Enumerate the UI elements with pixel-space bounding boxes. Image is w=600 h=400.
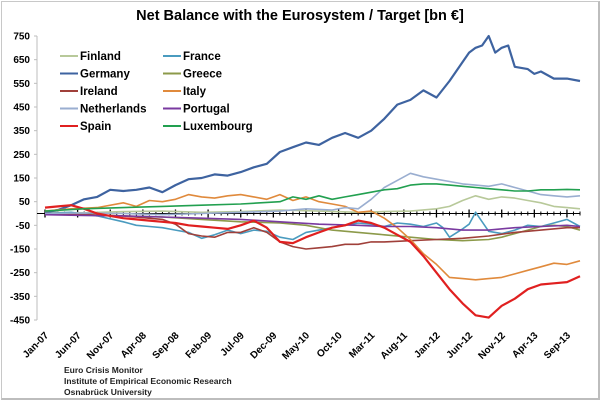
source-note: Euro Crisis Monitor Institute of Empiric… [64,365,232,397]
source-line-1: Euro Crisis Monitor [64,365,144,375]
legend-item-spain: Spain [60,121,111,133]
legend-label: Germany [80,69,130,81]
x-tick-label: Jun-12 [445,330,476,361]
x-tick-label: Jan-12 [412,330,442,360]
chart-title: Net Balance with the Eurosystem / Target… [136,8,464,24]
source-line-3: Osnabrück University [64,387,152,397]
y-tick-label: -50 [16,221,31,232]
legend-item-luxembourg: Luxembourg [163,121,253,133]
series-lines [44,34,581,319]
y-tick-label: 250 [13,150,30,161]
legend-item-france: France [163,51,221,63]
x-tick-label: Dec-09 [248,330,279,361]
series-line-luxembourg [44,183,581,212]
y-tick-label: 50 [19,197,31,208]
x-tick-label: Sep-08 [151,330,182,361]
y-axis: 750 650 550 450 350 250 150 50 -50 -150 -250 -350 -4… [10,32,38,327]
y-tick-label: 550 [13,79,30,90]
legend-item-ireland: Ireland [60,86,118,98]
y-tick-label: -450 [10,316,30,327]
x-tick-label: Nov-07 [85,330,117,362]
y-tick-label: 650 [13,55,30,66]
x-tick-label: Apr-08 [119,330,149,360]
x-tick-label: Jan-07 [21,330,51,360]
x-tick-label: Apr-13 [510,330,540,360]
x-tick-label: Sep-13 [542,330,573,361]
legend-item-finland: Finland [60,51,121,63]
x-tick-label: Jul-09 [219,330,248,359]
legend-label: Spain [80,121,111,133]
y-tick-label: 350 [13,126,30,137]
x-tick-label: Feb-09 [184,330,215,361]
legend-label: Ireland [80,86,118,98]
x-tick-label: May-10 [280,330,312,362]
series-line-italy [44,193,581,281]
y-tick-label: 750 [13,32,30,43]
series-line-spain [44,204,581,319]
source-line-2: Institute of Empirical Economic Research [64,376,232,386]
legend-item-netherlands: Netherlands [60,104,146,116]
x-tick-label: Nov-12 [476,330,508,362]
series-line-portugal [44,213,581,231]
x-tick-label: Mar-11 [347,330,377,360]
y-tick-label: 150 [13,174,30,185]
legend-label: Finland [80,51,121,63]
legend-label: Portugal [183,104,230,116]
x-tick-label: Oct-10 [315,330,345,360]
legend-label: Luxembourg [183,121,253,133]
series-line-germany [44,34,581,214]
legend-label: Italy [183,86,207,98]
series-line-ireland [44,212,580,250]
legend-item-portugal: Portugal [163,104,230,116]
y-tick-label: 450 [13,103,30,114]
y-tick-label: -250 [10,268,30,279]
legend-label: Netherlands [80,104,146,116]
x-tick-label: Jun-07 [53,330,84,361]
legend-item-italy: Italy [163,86,207,98]
series-line-finland [44,195,581,214]
series-line-netherlands [44,172,581,216]
legend-item-germany: Germany [60,69,130,81]
legend-label: France [183,51,221,63]
x-tick-label: Aug-11 [379,330,411,362]
legend: Finland France Germany Greece Ireland Italy Ne… [60,51,253,133]
y-tick-label: -350 [10,292,30,303]
legend-label: Greece [183,69,222,81]
legend-item-greece: Greece [163,69,222,81]
y-tick-label: -150 [10,245,30,256]
